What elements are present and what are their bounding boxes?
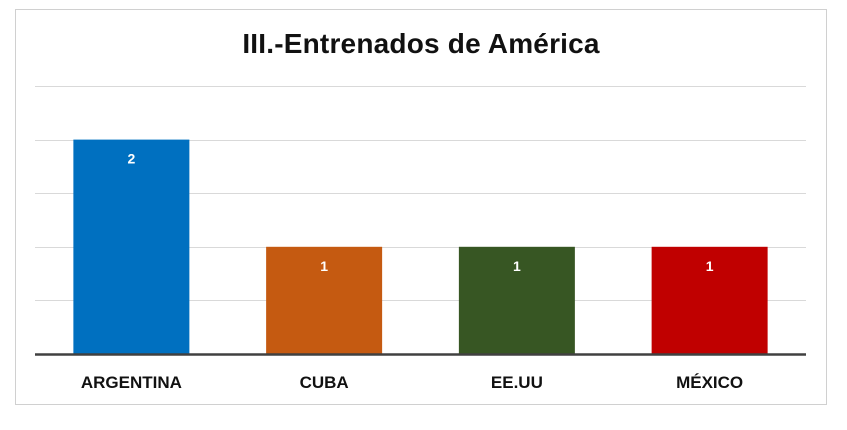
x-tick-label: MÉXICO [676, 373, 743, 392]
data-label: 1 [320, 258, 328, 274]
bar-ee-uu [458, 246, 575, 354]
bar-argentina [73, 139, 190, 354]
chart-title: III.-Entrenados de América [242, 28, 600, 59]
labels: 2 ARGENTINA 1 CUBA 1 EE.UU 1 MÉXICO [81, 151, 743, 392]
x-tick-label: CUBA [300, 373, 349, 392]
data-label: 1 [706, 258, 714, 274]
data-label: 1 [513, 258, 521, 274]
data-label: 2 [127, 151, 135, 167]
bar-m-xico [651, 246, 768, 354]
x-tick-label: ARGENTINA [81, 373, 182, 392]
x-tick-label: EE.UU [491, 373, 543, 392]
bars [73, 139, 768, 354]
bar-cuba [266, 246, 383, 354]
